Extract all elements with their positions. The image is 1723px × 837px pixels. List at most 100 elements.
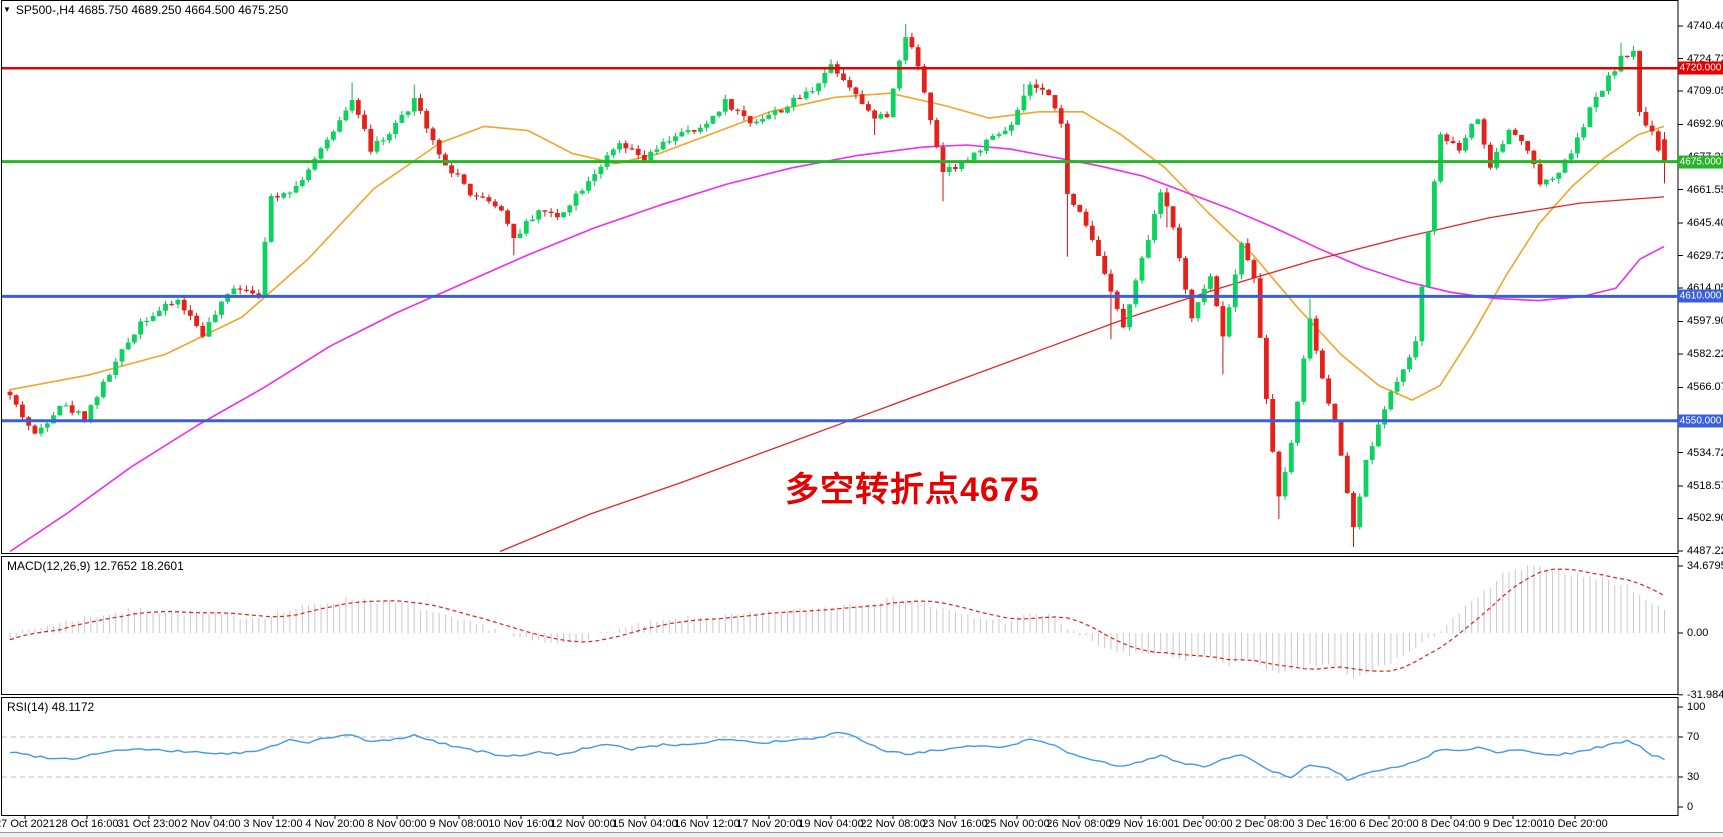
candle-up [977,150,983,153]
candle-down [1512,129,1518,135]
candle-up [666,141,672,143]
candle-up [704,123,709,128]
candle-up [903,37,909,61]
macd-tick-label: -31.9847 [1687,688,1723,701]
candle-up [76,411,81,413]
candle-down [1537,164,1543,185]
candle-down [443,154,448,166]
candle-up [822,72,828,84]
candle-down [642,155,647,161]
candle-up [1139,257,1145,281]
candle-up [1593,96,1599,108]
candle-up [1363,460,1369,497]
time-tick-label: 26 Nov 08:00 [1046,818,1112,830]
candle-up [94,397,100,406]
candle-down [1662,139,1667,162]
candle-up [399,114,405,123]
candle-up [1475,119,1481,125]
chart-dropdown-icon[interactable]: ▼ [3,5,11,14]
candle-down [1089,225,1095,240]
candle-down [256,293,262,296]
time-tick-label: 31 Oct 23:00 [117,818,181,830]
candle-up [113,361,119,376]
candle-up [1606,75,1611,91]
candle-up [1133,280,1139,305]
candle-up [374,141,380,152]
panel-border-1 [1,556,1679,695]
candle-down [355,100,361,115]
candle-up [387,134,392,141]
price-tick-label: 4692.900 [1687,118,1723,131]
candle-up [219,301,224,315]
candle-up [231,288,237,295]
candle-down [1220,306,1226,337]
price-tick-label: 4582.225 [1687,348,1723,360]
candle-up [331,131,336,140]
candle-up [343,110,349,121]
candle-down [542,210,548,212]
candle-up [1021,95,1027,111]
candle-down [778,110,784,113]
candle-down [921,66,927,93]
candle-up [1239,243,1244,275]
time-tick-label: 2 Nov 04:00 [181,818,241,830]
candle-up [1382,409,1387,425]
candle-up [318,148,324,159]
candle-down [1121,308,1126,328]
time-tick-label: 23 Nov 16:00 [922,818,988,830]
candle-down [1183,258,1188,290]
candle-down [1096,240,1101,256]
time-tick-label: 15 Nov 04:00 [612,818,678,830]
candle-down [1525,141,1531,151]
candle-down [1320,350,1325,379]
candle-up [530,219,535,222]
candle-up [1208,276,1213,289]
candle-down [1033,84,1039,88]
candle-up [1357,496,1363,528]
candle-up [212,314,218,323]
candle-up [156,310,162,316]
candle-down [362,114,367,129]
candle-up [1494,151,1499,168]
candle-down [691,130,697,132]
candle-up [810,91,815,93]
price-level-badge: 4550.000 [1678,414,1723,428]
rsi-tick-label: 100 [1687,701,1706,713]
candle-down [847,80,853,88]
candle-up [1295,401,1300,443]
candle-up [119,349,125,362]
candle-up [100,381,106,398]
candle-up [1556,172,1562,179]
candle-up [1506,129,1512,145]
panel-border-2 [1,697,1679,816]
candle-up [1413,341,1419,358]
candle-up [299,180,305,186]
candle-up [163,303,168,311]
candle-down [424,111,430,129]
candle-down [841,73,846,81]
candle-down [1214,276,1220,307]
candle-up [897,60,902,89]
candle-up [1463,137,1468,151]
candle-up [337,120,343,132]
candle-down [244,289,249,291]
rsi-tick-label: 30 [1687,771,1700,783]
candle-up [971,152,977,160]
candle-up [225,294,231,302]
candle-up [1438,134,1443,182]
candle-down [194,315,199,326]
candle-down [1102,255,1108,274]
rsi-indicator-label: RSI(14) 48.1172 [7,700,95,714]
candle-up [536,210,542,220]
candle-down [623,143,629,149]
chart-annotation-text: 多空转折点4675 [785,471,1040,509]
candle-up [144,320,150,323]
candle-up [150,316,156,321]
candle-down [436,140,442,155]
candle-down [418,98,423,111]
candle-down [928,92,933,121]
candle-down [20,404,25,418]
candle-up [1631,50,1636,57]
candle-up [785,106,790,113]
